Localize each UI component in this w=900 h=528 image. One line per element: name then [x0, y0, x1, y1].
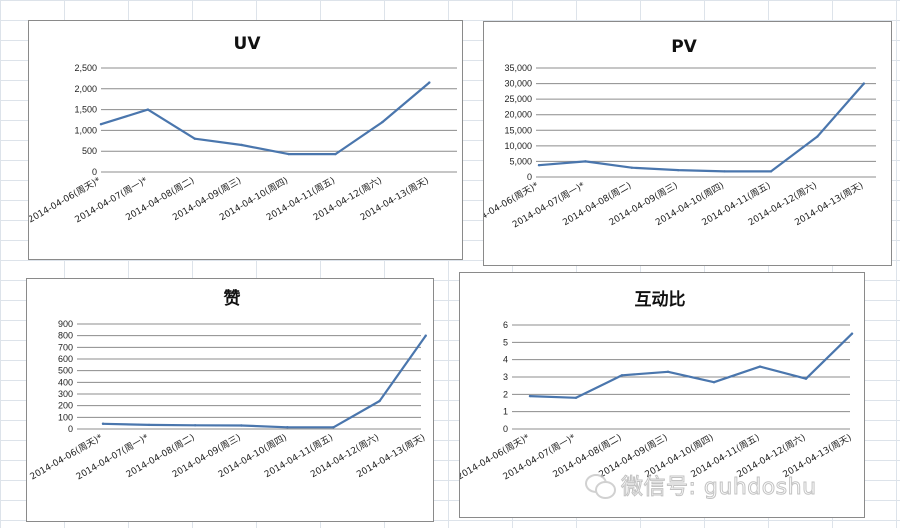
data-point [574, 396, 578, 399]
y-tick-label: 2,500 [74, 63, 97, 73]
y-tick-label: 900 [58, 319, 73, 329]
chart-title-likes: 赞 [223, 288, 241, 309]
y-tick-label: 3 [503, 372, 508, 382]
data-point [528, 394, 532, 398]
y-tick-label: 0 [68, 424, 73, 434]
data-point [677, 168, 680, 172]
data-point [630, 166, 633, 169]
series-line-likes [101, 334, 427, 429]
chart-likes[interactable]: 赞 0 100 200 300 400 500 600 700 800 900 2014-04-06(… [26, 278, 434, 522]
data-point [584, 160, 587, 163]
data-point [723, 170, 726, 173]
wechat-watermark: 微信号: guhdoshu [585, 470, 817, 501]
y-tick-label: 4 [503, 355, 508, 365]
data-point [381, 120, 384, 124]
y-tick-label: 0 [503, 424, 508, 434]
y-tick-label: 25,000 [504, 94, 532, 104]
y-tick-label: 35,000 [504, 63, 532, 73]
data-point [769, 170, 773, 173]
data-point [240, 424, 243, 427]
data-point [862, 82, 865, 85]
y-tick-label: 15,000 [504, 125, 532, 135]
series-line-uv [99, 81, 431, 156]
y-tick-label: 500 [82, 146, 97, 156]
data-point [101, 422, 105, 425]
x-tick-label: 2014-04-07(周一)* [511, 180, 588, 231]
y-tick-label: 30,000 [504, 79, 532, 89]
series-line-pv [537, 82, 865, 173]
data-point [537, 163, 541, 167]
y-tick-label: 400 [58, 377, 73, 387]
chart-pv[interactable]: PV 0 5,000 10,000 15,000 20,000 25,000 30,000 35… [483, 21, 892, 266]
data-point [146, 108, 150, 111]
y-tick-label: 0 [92, 167, 97, 177]
y-tick-label: 2 [503, 389, 508, 399]
x-tick-label: 2014-04-06(周天)* [29, 175, 103, 226]
wechat-icon [585, 472, 616, 499]
data-point [194, 424, 197, 427]
data-point [712, 381, 716, 384]
y-tick-label: 700 [58, 342, 73, 352]
data-point [334, 152, 337, 156]
data-point [286, 426, 289, 429]
y-tick-label: 2,000 [74, 84, 97, 94]
data-point [666, 370, 670, 373]
chart-uv-canvas: UV 0 500 1,000 1,500 2,000 2,500 2014-04-06(周天)… [29, 34, 457, 226]
chart-title-pv: PV [671, 37, 697, 57]
y-tick-label: 500 [58, 366, 73, 376]
data-point [424, 334, 427, 337]
y-tick-label: 300 [58, 389, 73, 399]
y-tick-label: 10,000 [504, 141, 532, 151]
y-tick-label: 5 [503, 337, 508, 347]
data-point [620, 374, 624, 377]
y-tick-label: 1,000 [74, 125, 97, 135]
data-point [287, 152, 290, 156]
y-tick-label: 1 [503, 407, 508, 417]
chart-interaction-ratio-canvas: 互动比 0 1 2 3 4 5 6 2014-04-06(周天)*2014-04-07(周一)*… [460, 289, 854, 483]
data-point [850, 332, 854, 335]
chart-pv-canvas: PV 0 5,000 10,000 15,000 20,000 25,000 30,000 35… [484, 37, 876, 231]
y-tick-label: 6 [503, 320, 508, 330]
y-tick-label: 5,000 [509, 156, 532, 166]
data-point [378, 399, 381, 403]
y-tick-label: 0 [527, 172, 532, 182]
data-point [428, 81, 431, 84]
x-tick-label: 2014-04-07(周一)* [74, 432, 151, 483]
y-tick-label: 200 [58, 401, 73, 411]
watermark-text: 微信号: guhdoshu [621, 475, 817, 501]
chart-title-uv: UV [234, 34, 262, 54]
data-point [816, 135, 819, 138]
x-tick-label: 2014-04-06(周天)* [460, 432, 532, 483]
data-point [99, 122, 103, 126]
x-tick-label: 2014-04-06(周天)* [28, 432, 105, 483]
y-tick-label: 600 [58, 354, 73, 364]
data-point [147, 423, 151, 427]
data-point [758, 365, 762, 368]
x-tick-label: 2014-04-07(周一)* [501, 432, 578, 483]
chart-interaction-ratio[interactable]: 互动比 0 1 2 3 4 5 6 2014-04-06(周天)* 2014-04-07(周一)*… [459, 272, 865, 518]
chart-title-interaction-ratio: 互动比 [635, 289, 686, 310]
y-tick-label: 800 [58, 331, 73, 341]
data-point [193, 137, 196, 140]
y-tick-label: 1,500 [74, 105, 97, 115]
chart-uv[interactable]: UV 0 500 1,000 1,500 2,000 2,500 2014-04-06(周天)… [28, 20, 463, 260]
series-line-interaction-ratio [528, 332, 854, 399]
y-tick-label: 100 [58, 412, 73, 422]
data-point [332, 426, 335, 429]
data-point [240, 143, 243, 147]
data-point [804, 377, 808, 380]
y-tick-label: 20,000 [504, 110, 532, 120]
